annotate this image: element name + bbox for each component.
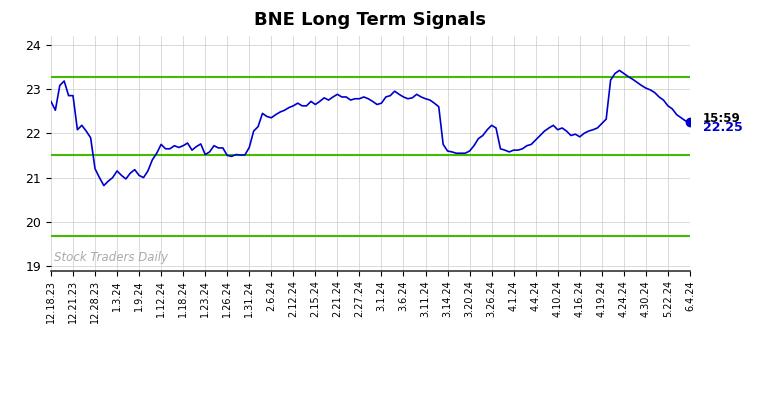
- Title: BNE Long Term Signals: BNE Long Term Signals: [255, 11, 486, 29]
- Text: 22.25: 22.25: [702, 121, 742, 135]
- Text: Stock Traders Daily: Stock Traders Daily: [54, 251, 168, 264]
- Text: 15:59: 15:59: [702, 112, 740, 125]
